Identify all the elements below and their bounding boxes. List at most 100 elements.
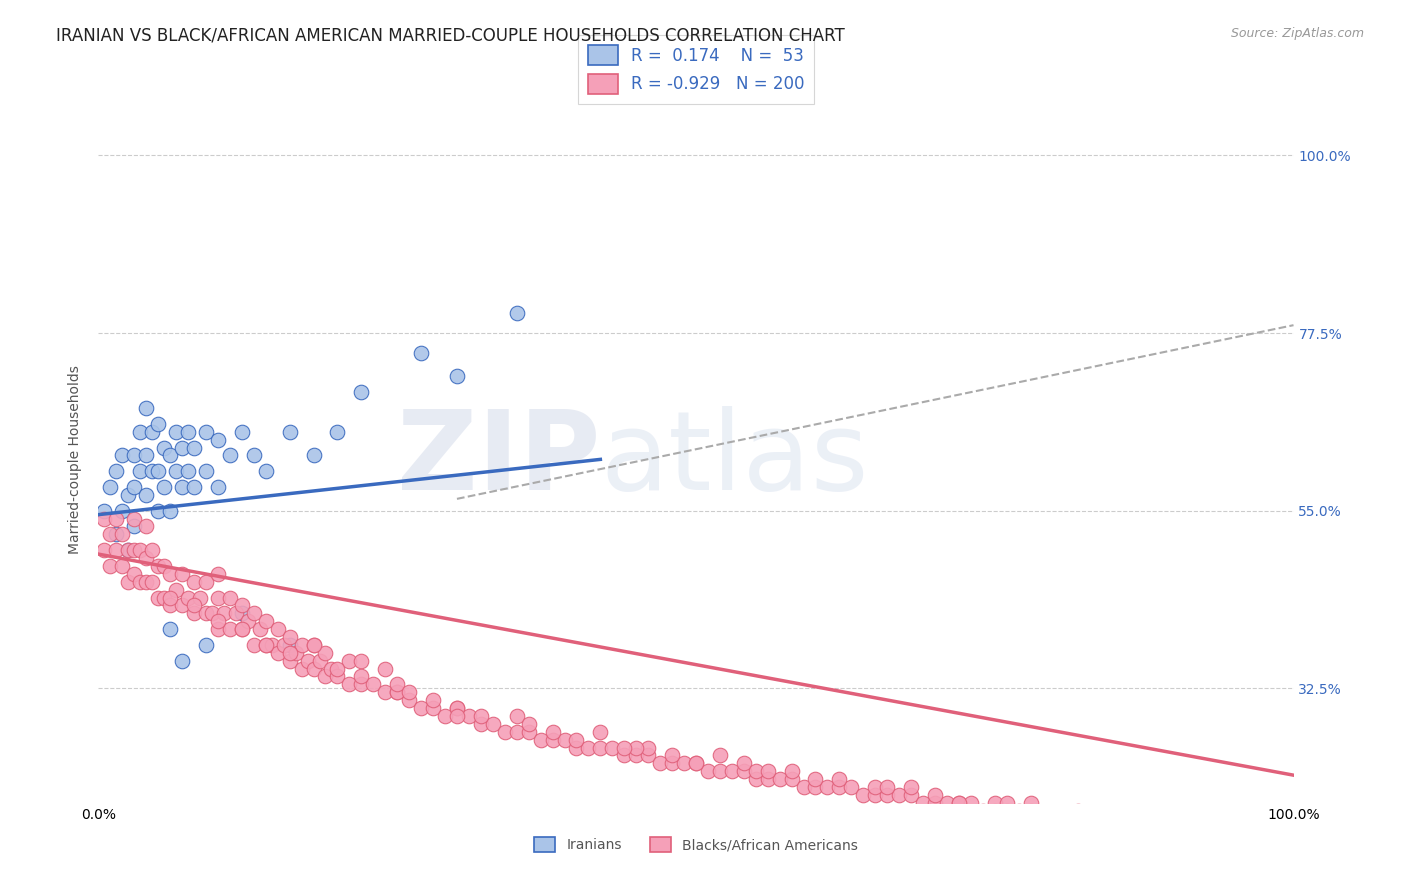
Point [589, 724, 612, 739]
Point [1091, 812, 1114, 826]
Point [506, 709, 529, 723]
Text: Source: ZipAtlas.com: Source: ZipAtlas.com [1230, 27, 1364, 40]
Point [302, 449, 325, 463]
Point [339, 654, 361, 668]
Point [207, 591, 229, 605]
Point [105, 464, 128, 478]
Point [626, 740, 648, 755]
Point [1163, 827, 1185, 841]
Point [105, 511, 128, 525]
Point [231, 622, 253, 636]
Point [243, 638, 266, 652]
Point [1019, 796, 1042, 810]
Point [291, 638, 314, 652]
Point [278, 646, 301, 660]
Point [273, 638, 295, 652]
Point [756, 772, 779, 786]
Point [254, 464, 277, 478]
Point [129, 425, 152, 439]
Point [278, 425, 301, 439]
Point [1067, 812, 1090, 826]
Point [135, 401, 157, 415]
Point [183, 599, 205, 613]
Point [135, 488, 157, 502]
Point [1223, 827, 1246, 841]
Point [1187, 827, 1209, 841]
Point [302, 638, 325, 652]
Point [1187, 820, 1209, 834]
Point [363, 677, 385, 691]
Point [1271, 851, 1294, 865]
Point [124, 519, 146, 533]
Point [1199, 827, 1222, 841]
Point [124, 480, 146, 494]
Point [93, 504, 115, 518]
Legend: Iranians, Blacks/African Americans: Iranians, Blacks/African Americans [529, 831, 863, 858]
Point [780, 764, 803, 779]
Point [231, 607, 253, 621]
Point [948, 796, 970, 810]
Point [207, 614, 229, 628]
Point [804, 772, 827, 786]
Point [195, 607, 218, 621]
Point [172, 654, 194, 668]
Text: atlas: atlas [600, 406, 869, 513]
Point [924, 796, 946, 810]
Point [267, 622, 290, 636]
Point [93, 511, 115, 525]
Point [1139, 820, 1161, 834]
Point [422, 701, 444, 715]
Point [709, 748, 731, 763]
Point [995, 796, 1018, 810]
Point [135, 449, 157, 463]
Point [398, 685, 420, 699]
Point [172, 566, 194, 581]
Point [308, 654, 330, 668]
Point [111, 449, 134, 463]
Point [105, 527, 128, 541]
Point [613, 748, 636, 763]
Point [1080, 812, 1102, 826]
Point [231, 622, 253, 636]
Point [231, 425, 253, 439]
Point [685, 756, 707, 771]
Point [385, 685, 409, 699]
Point [1163, 820, 1185, 834]
Point [195, 464, 218, 478]
Point [141, 425, 163, 439]
Point [1211, 835, 1233, 849]
Point [554, 732, 576, 747]
Point [602, 740, 624, 755]
Point [876, 788, 898, 802]
Point [111, 504, 134, 518]
Point [865, 780, 887, 794]
Point [117, 543, 139, 558]
Point [159, 599, 181, 613]
Point [195, 574, 218, 589]
Point [302, 662, 325, 676]
Point [278, 654, 301, 668]
Point [411, 701, 433, 715]
Point [98, 558, 122, 573]
Point [278, 630, 301, 644]
Point [159, 449, 181, 463]
Point [165, 582, 187, 597]
Point [517, 716, 540, 731]
Point [117, 543, 139, 558]
Point [183, 441, 205, 455]
Point [972, 804, 994, 818]
Point [733, 764, 755, 779]
Point [565, 740, 588, 755]
Point [326, 669, 349, 683]
Point [243, 449, 266, 463]
Point [458, 709, 481, 723]
Point [446, 701, 468, 715]
Point [148, 591, 170, 605]
Point [745, 772, 768, 786]
Point [129, 464, 152, 478]
Point [1234, 835, 1257, 849]
Point [219, 622, 242, 636]
Point [745, 764, 768, 779]
Point [302, 638, 325, 652]
Point [165, 425, 187, 439]
